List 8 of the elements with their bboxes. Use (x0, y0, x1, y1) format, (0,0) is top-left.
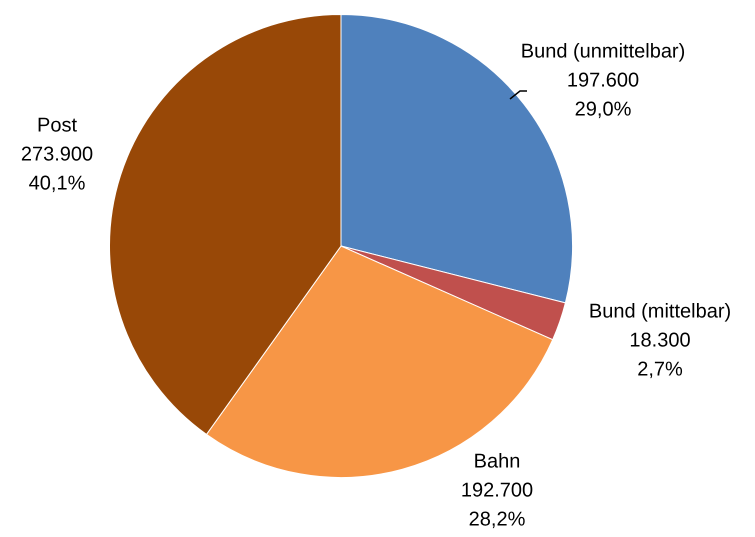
slice-label: Bahn (474, 450, 520, 473)
slice-label: Post (36, 114, 78, 137)
slice-label: Bund (unmittelbar) (520, 40, 686, 63)
data-label: 197.600 29,0% (566, 70, 640, 121)
data-label: 273.900 40,1% (20, 144, 94, 195)
slice-label: Bund (mittelbar) (588, 300, 732, 323)
data-label: 192.700 28,2% (460, 480, 534, 531)
data-label: 18.300 2,7% (629, 330, 691, 381)
